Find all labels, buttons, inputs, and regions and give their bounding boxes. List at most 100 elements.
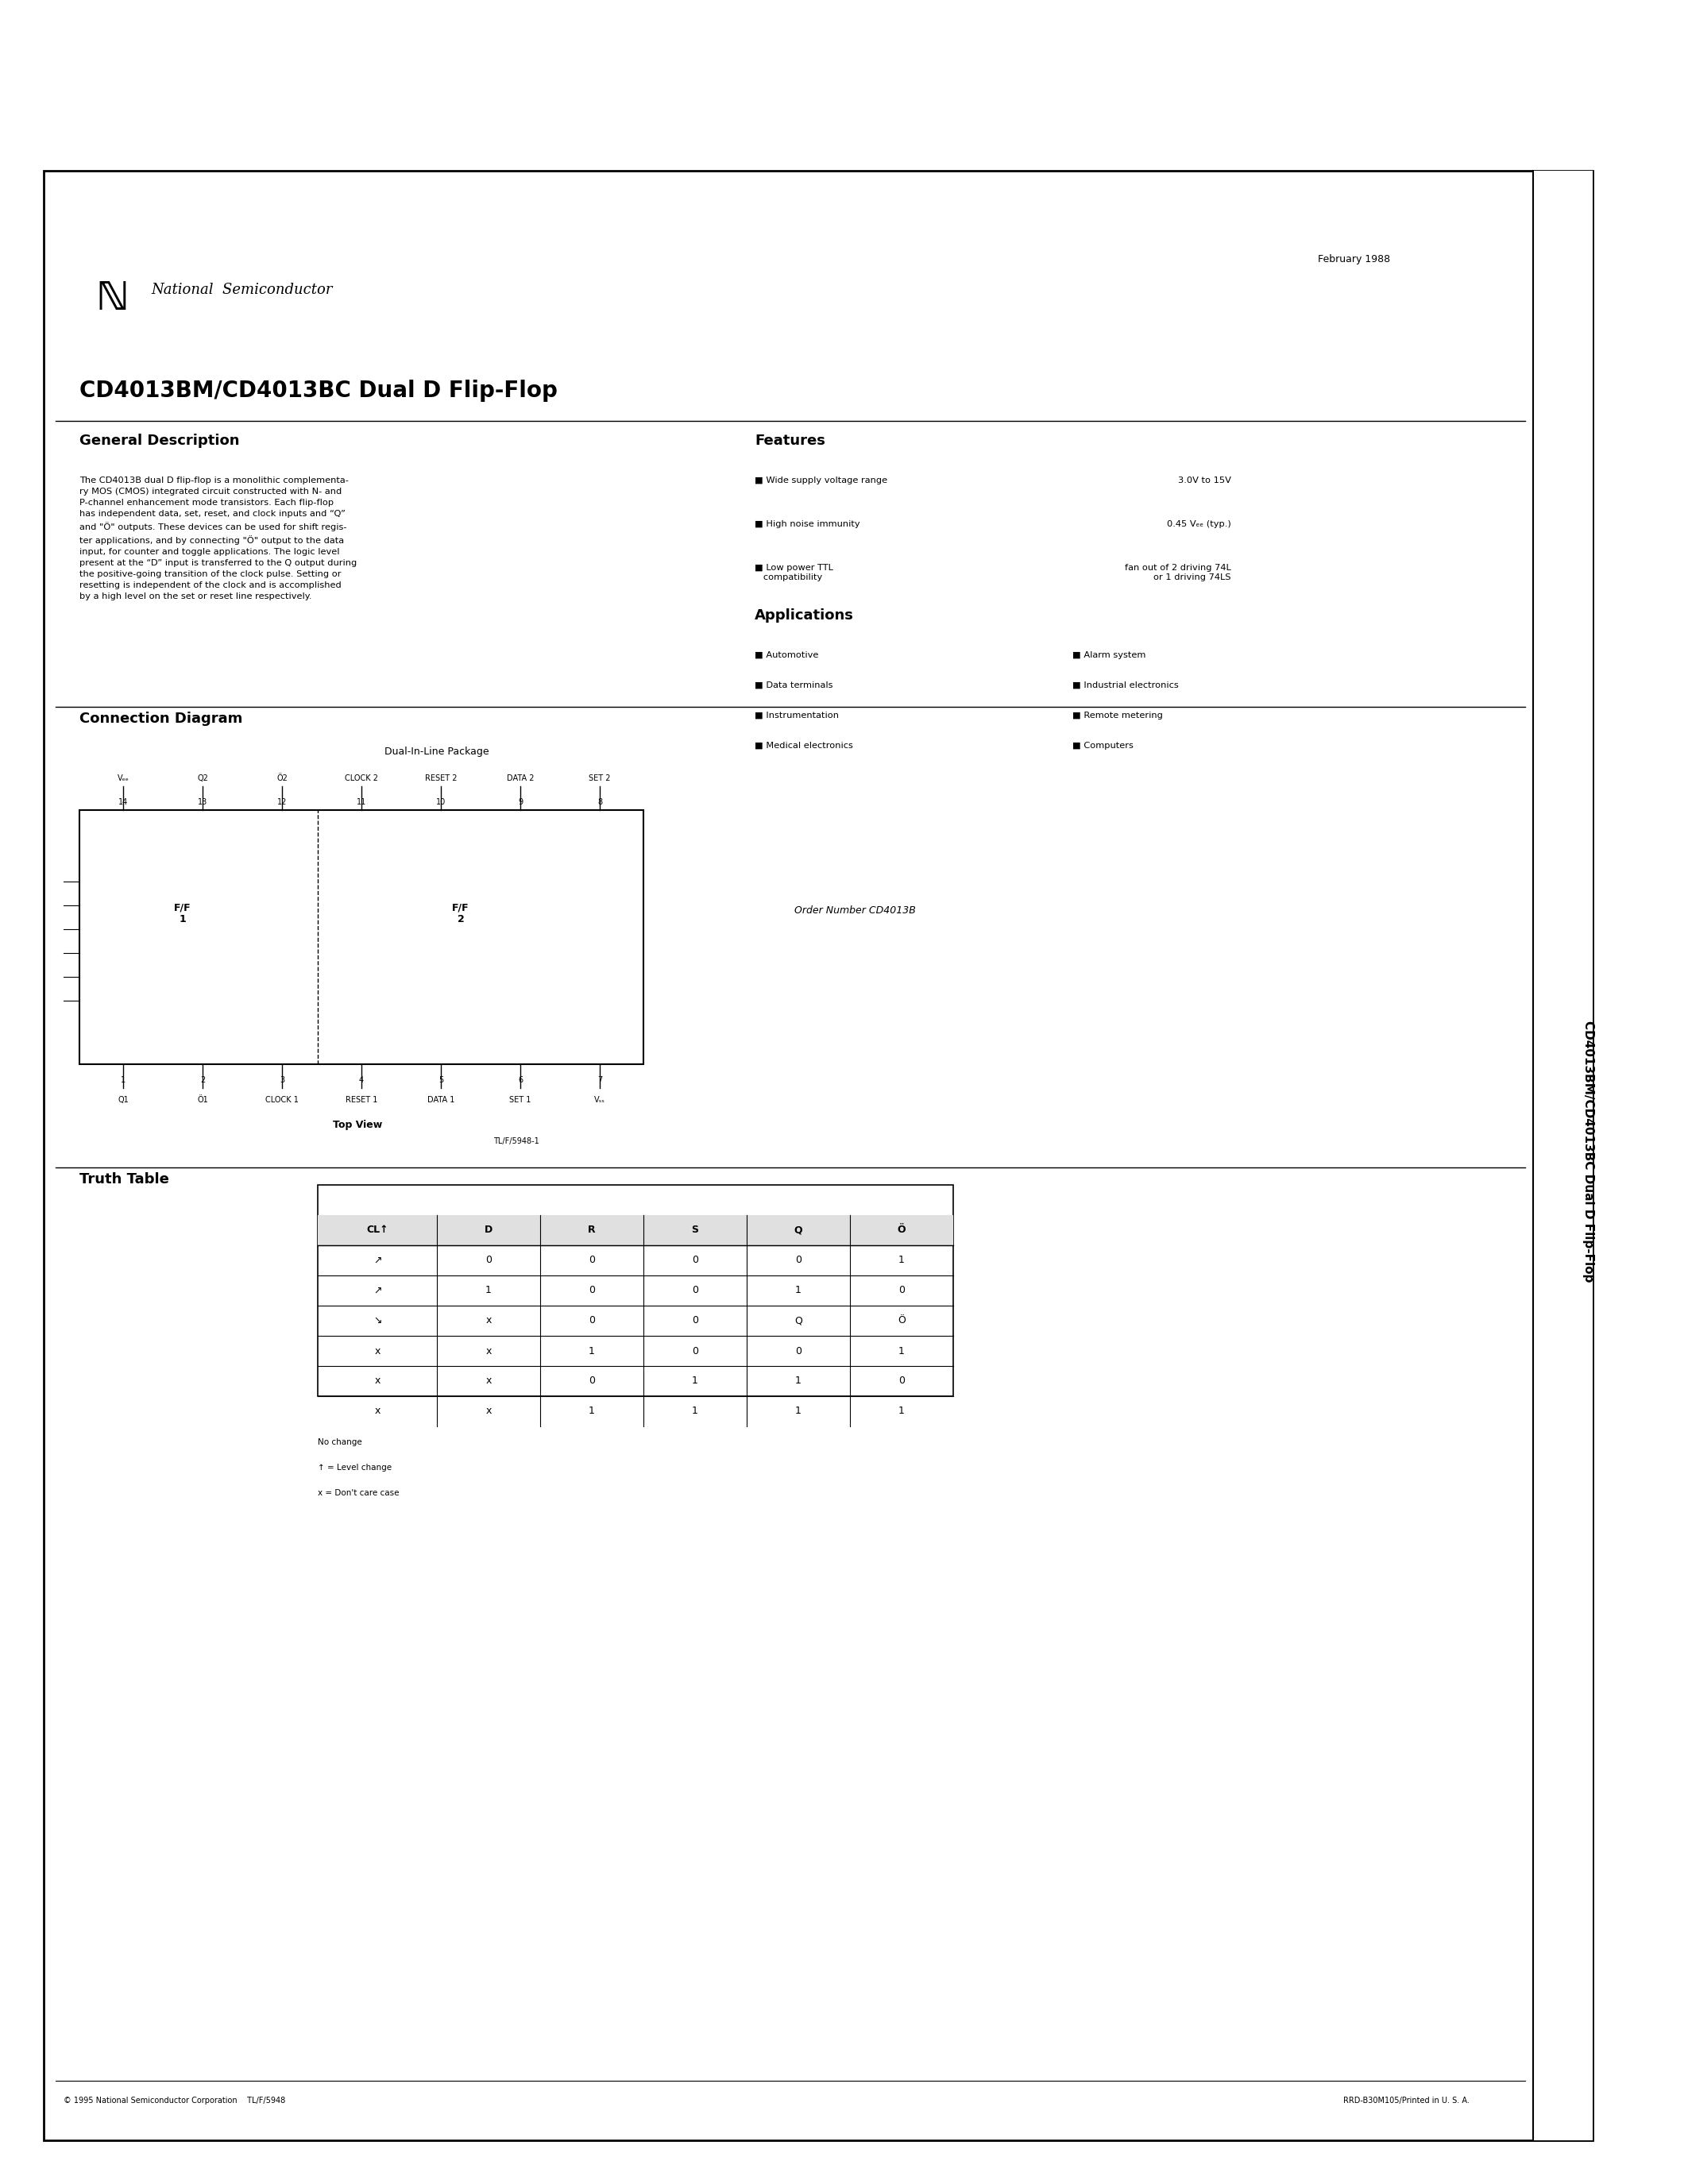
Text: Vₛₛ: Vₛₛ: [594, 1096, 606, 1103]
Text: 12: 12: [277, 797, 287, 806]
Text: Q: Q: [795, 1315, 802, 1326]
Text: x: x: [486, 1345, 491, 1356]
Text: Q: Q: [793, 1225, 802, 1236]
Text: 3.0V to 15V: 3.0V to 15V: [1178, 476, 1231, 485]
Text: The CD4013B dual D flip-flop is a monolithic complementa-
ry MOS (CMOS) integrat: The CD4013B dual D flip-flop is a monoli…: [79, 476, 356, 601]
Text: SET 1: SET 1: [510, 1096, 532, 1103]
Text: 1: 1: [122, 1077, 125, 1083]
Text: ■ Remote metering: ■ Remote metering: [1072, 712, 1163, 719]
Text: 1: 1: [795, 1286, 802, 1295]
Text: 0: 0: [692, 1315, 699, 1326]
Text: CL↑: CL↑: [366, 1225, 388, 1236]
Text: Applications: Applications: [755, 609, 854, 622]
Text: 1: 1: [898, 1256, 905, 1265]
Text: ↗: ↗: [373, 1256, 381, 1265]
Text: ■ Wide supply voltage range: ■ Wide supply voltage range: [755, 476, 888, 485]
Text: F/F
2: F/F 2: [452, 902, 469, 924]
Text: 1: 1: [692, 1406, 699, 1417]
Text: 0: 0: [795, 1256, 802, 1265]
Text: ■ Data terminals: ■ Data terminals: [755, 681, 832, 690]
Text: RESET 1: RESET 1: [346, 1096, 378, 1103]
Text: DATA 2: DATA 2: [506, 775, 533, 782]
Text: Top View: Top View: [333, 1120, 381, 1129]
Text: 1: 1: [795, 1376, 802, 1387]
Text: ↑ = Level change: ↑ = Level change: [317, 1463, 392, 1472]
Text: 0: 0: [692, 1286, 699, 1295]
Text: F/F
1: F/F 1: [174, 902, 191, 924]
Text: ■ Low power TTL
   compatibility: ■ Low power TTL compatibility: [755, 563, 834, 581]
Text: RRD-B30M105/Printed in U. S. A.: RRD-B30M105/Printed in U. S. A.: [1344, 2097, 1470, 2105]
Text: CLOCK 2: CLOCK 2: [344, 775, 378, 782]
Text: ℕ: ℕ: [95, 280, 128, 317]
Text: 0: 0: [589, 1286, 594, 1295]
Text: ■ Medical electronics: ■ Medical electronics: [755, 743, 852, 749]
Text: ↗: ↗: [373, 1286, 381, 1295]
Text: CD4013BM/CD4013BC Dual D Flip-Flop: CD4013BM/CD4013BC Dual D Flip-Flop: [1583, 1020, 1595, 1282]
Text: RESET 2: RESET 2: [425, 775, 457, 782]
Text: TL/F/5948-1: TL/F/5948-1: [493, 1138, 538, 1144]
Text: CLOCK 1: CLOCK 1: [265, 1096, 299, 1103]
Text: 2: 2: [201, 1077, 204, 1083]
Text: 0: 0: [898, 1376, 905, 1387]
Text: Order Number CD4013B: Order Number CD4013B: [795, 906, 917, 915]
Text: CD4013BM/CD4013BC Dual D Flip-Flop: CD4013BM/CD4013BC Dual D Flip-Flop: [79, 380, 557, 402]
Text: 0: 0: [692, 1256, 699, 1265]
Text: x: x: [486, 1315, 491, 1326]
Text: R: R: [587, 1225, 596, 1236]
Text: 1: 1: [486, 1286, 491, 1295]
Text: 5: 5: [439, 1077, 444, 1083]
Text: Vₑₑ: Vₑₑ: [116, 775, 128, 782]
Text: ■ Computers: ■ Computers: [1072, 743, 1133, 749]
Bar: [317, 1186, 954, 1396]
Text: 0: 0: [589, 1256, 594, 1265]
Text: General Description: General Description: [79, 435, 240, 448]
Text: ■ Industrial electronics: ■ Industrial electronics: [1072, 681, 1178, 690]
Text: Features: Features: [755, 435, 825, 448]
Text: 0: 0: [589, 1376, 594, 1387]
Text: 0: 0: [692, 1345, 699, 1356]
Text: SET 2: SET 2: [589, 775, 611, 782]
Text: 3: 3: [280, 1077, 284, 1083]
Text: National  Semiconductor: National Semiconductor: [150, 282, 333, 297]
Text: 8: 8: [598, 797, 603, 806]
Text: ■ Instrumentation: ■ Instrumentation: [755, 712, 839, 719]
Text: 11: 11: [356, 797, 366, 806]
Text: Dual-In-Line Package: Dual-In-Line Package: [385, 747, 490, 758]
Text: ■ High noise immunity: ■ High noise immunity: [755, 520, 859, 529]
Text: Ö1: Ö1: [197, 1096, 208, 1103]
Text: February 1988: February 1988: [1318, 253, 1391, 264]
Bar: [317, 1214, 954, 1245]
Text: 0.45 Vₑₑ (typ.): 0.45 Vₑₑ (typ.): [1166, 520, 1231, 529]
Text: x: x: [486, 1406, 491, 1417]
Text: x: x: [486, 1376, 491, 1387]
Text: Q1: Q1: [118, 1096, 128, 1103]
Text: 10: 10: [436, 797, 446, 806]
Text: 13: 13: [197, 797, 208, 806]
Text: x: x: [375, 1376, 380, 1387]
Text: 9: 9: [518, 797, 523, 806]
Text: 14: 14: [118, 797, 128, 806]
Text: D: D: [484, 1225, 493, 1236]
Text: 1: 1: [589, 1406, 594, 1417]
Text: 1: 1: [589, 1345, 594, 1356]
Text: 6: 6: [518, 1077, 523, 1083]
Text: DATA 1: DATA 1: [427, 1096, 454, 1103]
Text: 0: 0: [898, 1286, 905, 1295]
Text: Connection Diagram: Connection Diagram: [79, 712, 243, 725]
Text: 0: 0: [795, 1345, 802, 1356]
Text: ↘: ↘: [373, 1315, 381, 1326]
Text: 1: 1: [898, 1406, 905, 1417]
Text: fan out of 2 driving 74L
or 1 driving 74LS: fan out of 2 driving 74L or 1 driving 74…: [1124, 563, 1231, 581]
Text: Ö2: Ö2: [277, 775, 287, 782]
Text: x: x: [375, 1345, 380, 1356]
Text: x: x: [375, 1406, 380, 1417]
Text: 1: 1: [898, 1345, 905, 1356]
Text: ■ Automotive: ■ Automotive: [755, 651, 819, 660]
Text: S: S: [692, 1225, 699, 1236]
Text: x = Don't care case: x = Don't care case: [317, 1489, 398, 1496]
Text: 4: 4: [360, 1077, 365, 1083]
Text: 0: 0: [486, 1256, 491, 1265]
Text: Ö: Ö: [898, 1315, 905, 1326]
Text: No change: No change: [317, 1439, 361, 1446]
Text: 1: 1: [795, 1406, 802, 1417]
